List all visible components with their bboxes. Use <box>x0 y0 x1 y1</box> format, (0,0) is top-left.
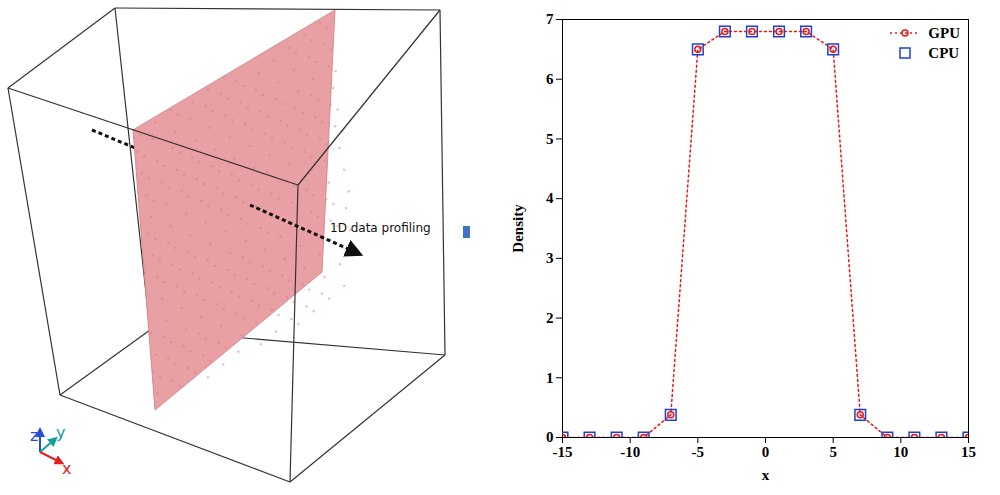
svg-text:Density: Density <box>510 204 526 253</box>
svg-text:5: 5 <box>829 444 837 460</box>
svg-text:5: 5 <box>546 131 554 147</box>
svg-text:-10: -10 <box>620 444 640 460</box>
svg-text:y: y <box>56 423 65 442</box>
svg-text:x: x <box>762 467 770 483</box>
svg-text:-15: -15 <box>553 444 573 460</box>
svg-text:0: 0 <box>546 429 554 445</box>
svg-text:15: 15 <box>961 444 976 460</box>
svg-text:x: x <box>62 459 71 478</box>
svg-text:1D data profiling: 1D data profiling <box>330 221 431 235</box>
svg-text:4: 4 <box>546 190 554 206</box>
svg-text:1: 1 <box>546 370 554 386</box>
html-text:CPU: CPU <box>928 45 960 61</box>
svg-text:10: 10 <box>893 444 908 460</box>
svg-text:6: 6 <box>546 71 554 87</box>
svg-text:-5: -5 <box>692 444 705 460</box>
svg-text:7: 7 <box>546 11 554 27</box>
svg-text:z: z <box>30 426 38 445</box>
html-text:GPU: GPU <box>928 25 960 41</box>
svg-text:2: 2 <box>546 310 554 326</box>
svg-text:3: 3 <box>546 250 554 266</box>
svg-text:0: 0 <box>762 444 770 460</box>
